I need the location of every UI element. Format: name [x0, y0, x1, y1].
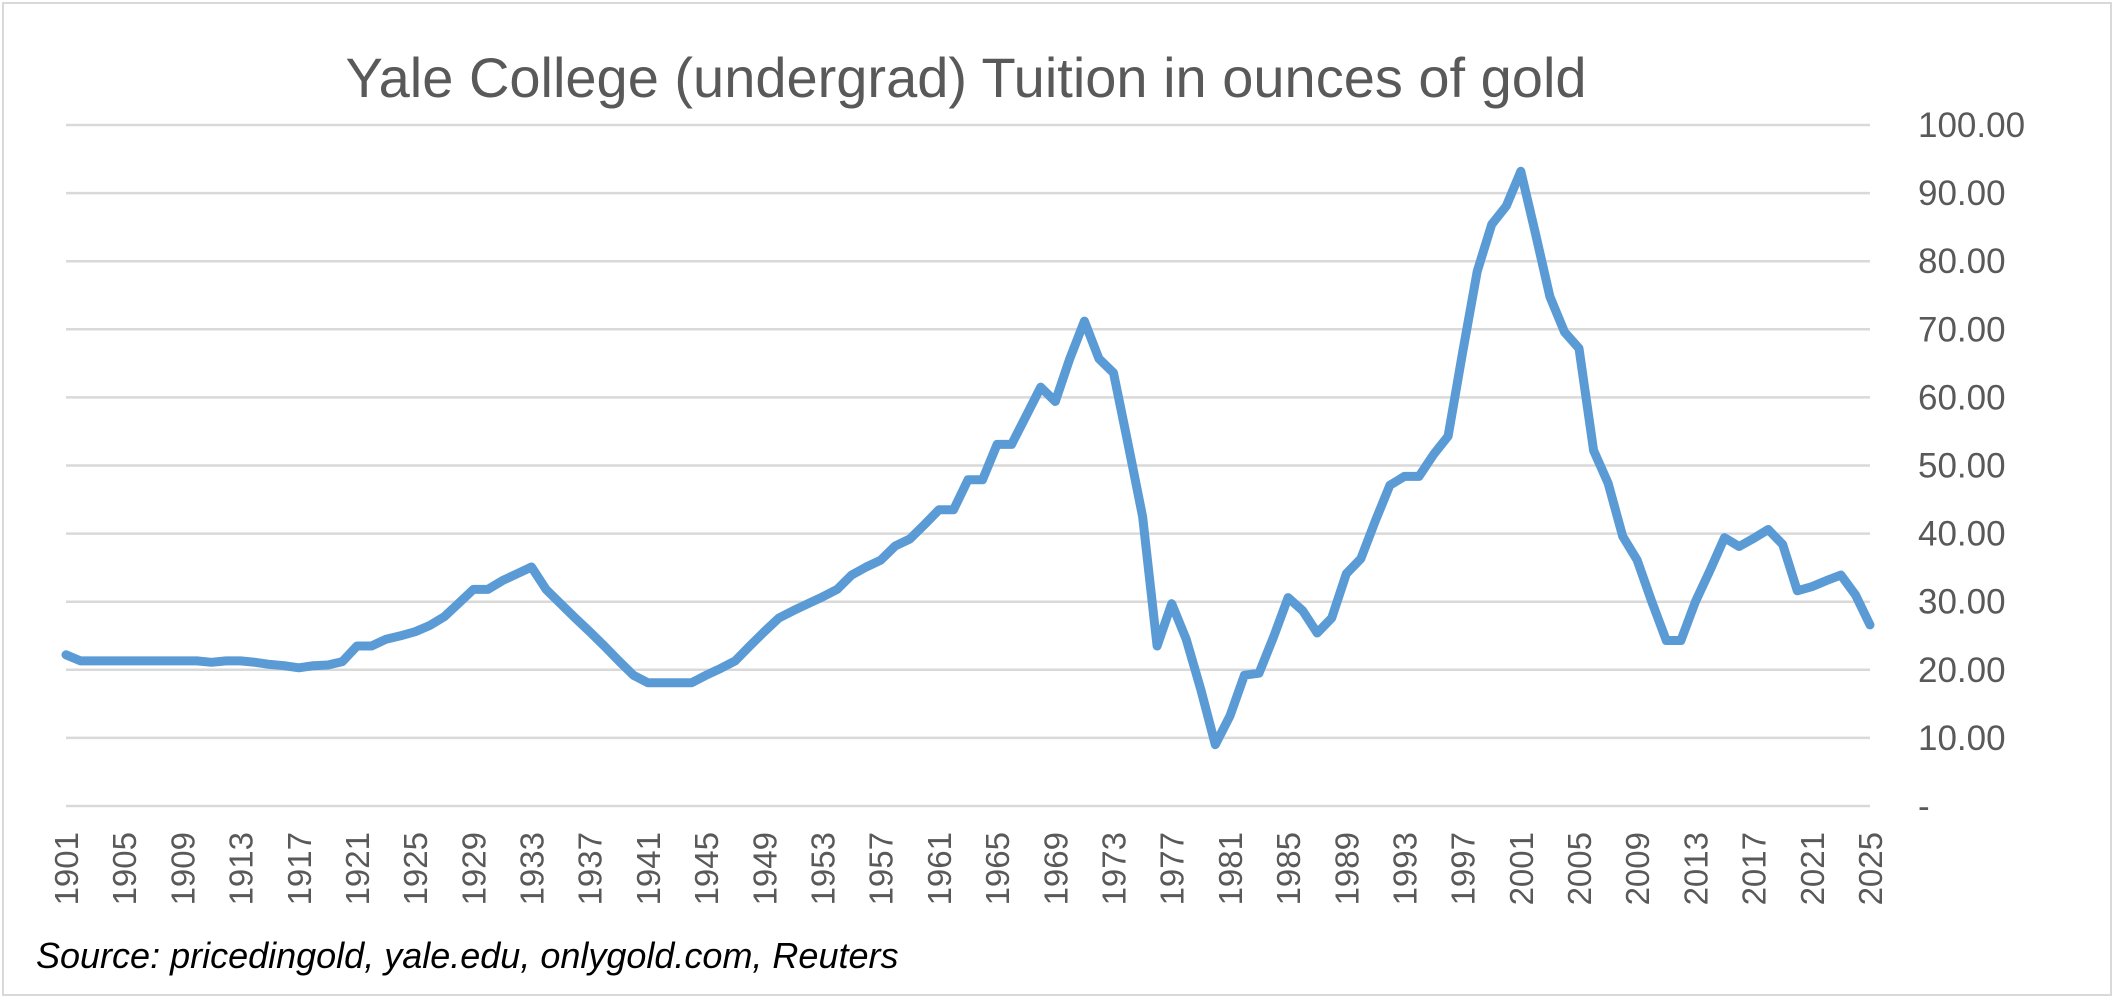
- x-tick-label: 1961: [921, 832, 958, 905]
- y-tick-label: 60.00: [1918, 378, 2006, 417]
- line-chart: Yale College (undergrad) Tuition in ounc…: [36, 46, 2025, 976]
- y-tick-label: 40.00: [1918, 515, 2006, 554]
- x-tick-label: 2009: [1619, 832, 1656, 905]
- x-tick-label: 1965: [979, 832, 1016, 905]
- y-tick-label: 70.00: [1918, 310, 2006, 349]
- x-tick-label: 1985: [1270, 832, 1307, 905]
- x-tick-label: 1973: [1095, 832, 1132, 905]
- y-tick-label: -: [1918, 787, 1930, 826]
- x-tick-label: 2017: [1736, 832, 1773, 905]
- y-tick-label: 80.00: [1918, 242, 2006, 281]
- x-tick-label: 1997: [1445, 832, 1482, 905]
- x-tick-label: 1969: [1037, 832, 1074, 905]
- x-tick-label: 1949: [746, 832, 783, 905]
- x-tick-label: 1929: [455, 832, 492, 905]
- x-tick-label: 1921: [339, 832, 376, 905]
- series-line: [61, 166, 1875, 750]
- gridlines: [66, 123, 1870, 808]
- x-tick-label: 2005: [1561, 832, 1598, 905]
- x-tick-label: 2001: [1503, 832, 1540, 905]
- x-tick-label: 1905: [106, 832, 143, 905]
- y-tick-label: 10.00: [1918, 719, 2006, 758]
- x-tick-label: 1917: [281, 832, 318, 905]
- x-tick-label: 1993: [1386, 832, 1423, 905]
- x-tick-label: 1941: [630, 832, 667, 905]
- x-tick-label: 2021: [1794, 832, 1831, 905]
- source-note: Source: pricedingold, yale.edu, onlygold…: [36, 935, 899, 976]
- x-tick-label: 1981: [1212, 832, 1249, 905]
- y-tick-label: 50.00: [1918, 447, 2006, 486]
- x-tick-label: 1989: [1328, 832, 1365, 905]
- x-tick-label: 1933: [514, 832, 551, 905]
- series-layer: [61, 166, 1875, 750]
- x-tick-label: 1909: [164, 832, 201, 905]
- chart-title: Yale College (undergrad) Tuition in ounc…: [345, 46, 1586, 109]
- x-tick-label: 1913: [223, 832, 260, 905]
- x-tick-label: 2025: [1852, 832, 1889, 905]
- x-tick-label: 1901: [48, 832, 85, 905]
- y-tick-label: 90.00: [1918, 174, 2006, 213]
- x-tick-label: 1977: [1154, 832, 1191, 905]
- y-axis-ticks: - 10.00 20.00 30.00 40.00 50.00 60.00 70.00 80.0…: [1918, 106, 2025, 826]
- y-tick-label: 100.00: [1918, 106, 2025, 145]
- x-tick-label: 1925: [397, 832, 434, 905]
- x-tick-label: 2013: [1677, 832, 1714, 905]
- y-tick-label: 30.00: [1918, 583, 2006, 622]
- y-tick-label: 20.00: [1918, 651, 2006, 690]
- x-axis-ticks: 1901 1905 1909 1913 1917 1921 1925 1929 1933 1937…: [48, 832, 1889, 905]
- x-tick-label: 1953: [805, 832, 842, 905]
- x-tick-label: 1945: [688, 832, 725, 905]
- x-tick-label: 1957: [863, 832, 900, 905]
- x-tick-label: 1937: [572, 832, 609, 905]
